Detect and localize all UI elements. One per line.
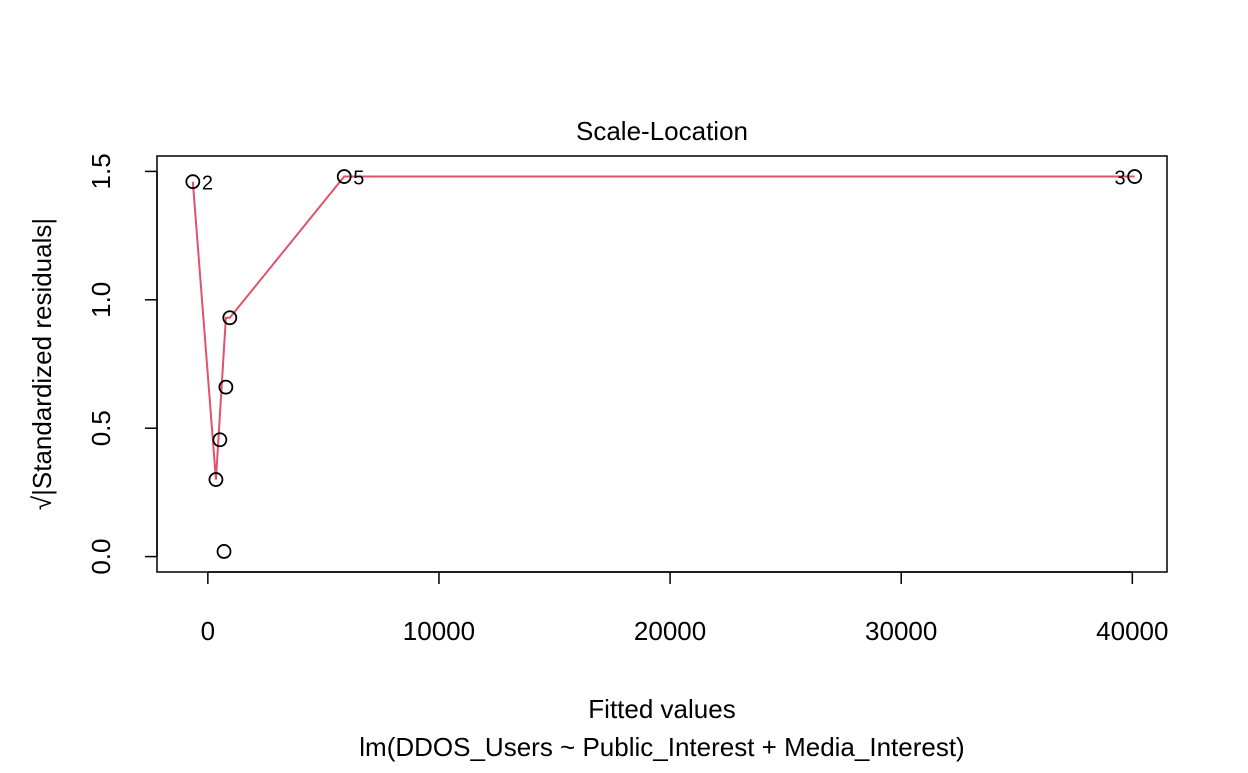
smooth-line-layer [191, 175, 1135, 480]
data-point [1127, 169, 1143, 184]
data-point [185, 174, 201, 190]
data-point [336, 169, 352, 184]
y-tick-label: 0.0 [86, 539, 116, 575]
point-label: 2 [202, 173, 213, 195]
y-axis-label: √|Standardized residuals| [27, 218, 57, 510]
data-point [216, 544, 232, 559]
chart-subtitle: lm(DDOS_Users ~ Public_Interest + Media_… [359, 732, 964, 762]
data-point [208, 472, 224, 487]
y-axis: 0.0 0.5 1.0 1.5 [86, 153, 158, 575]
data-point [218, 379, 234, 395]
x-tick-label: 20000 [634, 616, 706, 646]
y-tick-label: 1.0 [86, 282, 116, 318]
x-axis-label: Fitted values [588, 694, 735, 724]
point-label: 5 [353, 168, 364, 190]
point-label: 3 [1115, 168, 1126, 190]
chart-title: Scale-Location [576, 116, 748, 146]
y-tick-label: 0.5 [86, 410, 116, 446]
x-tick-label: 10000 [403, 616, 475, 646]
smooth-line [191, 175, 1135, 480]
plot-frame [156, 155, 1168, 573]
y-tick-label: 1.5 [86, 153, 116, 189]
data-point [222, 310, 238, 326]
data-point [212, 432, 228, 448]
points-layer: 2 5 3 [185, 168, 1143, 559]
x-tick-label: 0 [201, 616, 215, 646]
x-axis: 0 10000 20000 30000 40000 [201, 571, 1168, 646]
x-tick-label: 40000 [1096, 616, 1168, 646]
x-tick-label: 30000 [865, 616, 937, 646]
